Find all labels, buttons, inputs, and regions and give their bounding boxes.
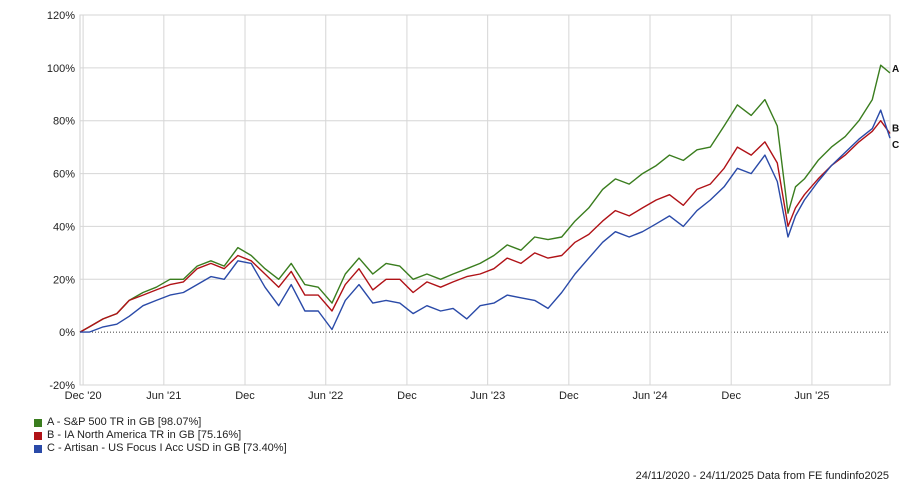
- x-tick-label: Jun '22: [308, 390, 343, 402]
- x-tick-label: Jun '21: [146, 390, 181, 402]
- x-tick-label: Jun '24: [632, 390, 667, 402]
- end-label-a: A: [892, 64, 899, 75]
- x-tick-label: Dec '20: [65, 390, 102, 402]
- y-tick-label: 80%: [53, 116, 75, 128]
- series-line-c: [80, 109, 891, 333]
- legend-swatch-c: [34, 444, 42, 453]
- legend-swatch-a: [34, 418, 42, 427]
- x-tick-label: Dec: [559, 390, 579, 402]
- x-tick-label: Dec: [397, 390, 417, 402]
- date-range-footer: 24/11/2020 - 24/11/2025 Data from FE fun…: [635, 470, 889, 482]
- series-line-b: [79, 119, 891, 333]
- legend-label-c: C - Artisan - US Focus I Acc USD in GB […: [47, 442, 287, 454]
- end-label-c: C: [892, 140, 899, 151]
- legend-label-b: B - IA North America TR in GB [75.16%]: [47, 429, 242, 441]
- grid: [79, 14, 891, 386]
- line-chart: -20% 0% 20% 40% 60% 80% 100% 120% Dec '20 Jun '21…: [47, 10, 899, 402]
- legend-label-a: A - S&P 500 TR in GB [98.07%]: [47, 416, 202, 428]
- x-tick-label: Jun '25: [794, 390, 829, 402]
- legend-entry-a: A - S&P 500 TR in GB [98.07%]: [34, 416, 287, 429]
- x-tick-label: Jun '23: [470, 390, 505, 402]
- legend-entry-b: B - IA North America TR in GB [75.16%]: [34, 429, 287, 442]
- y-tick-label: 40%: [53, 221, 75, 233]
- y-tick-label: 60%: [53, 169, 75, 181]
- legend-entry-c: C - Artisan - US Focus I Acc USD in GB […: [34, 442, 287, 455]
- legend: A - S&P 500 TR in GB [98.07%] B - IA Nor…: [34, 416, 287, 455]
- series-lines: [79, 64, 891, 333]
- y-tick-label: 0%: [59, 327, 75, 339]
- y-tick-label: 120%: [47, 10, 75, 22]
- plot-frame: [79, 14, 891, 386]
- y-tick-label: 20%: [53, 274, 75, 286]
- series-line-a: [79, 64, 891, 333]
- axes: -20% 0% 20% 40% 60% 80% 100% 120% Dec '20 Jun '21…: [47, 10, 830, 402]
- x-tick-label: Dec: [235, 390, 255, 402]
- y-tick-label: 100%: [47, 63, 75, 75]
- legend-swatch-b: [34, 431, 42, 440]
- y-tick-label: -20%: [49, 380, 75, 392]
- end-label-b: B: [892, 124, 899, 135]
- x-tick-label: Dec: [721, 390, 741, 402]
- end-labels: A BC: [892, 64, 899, 151]
